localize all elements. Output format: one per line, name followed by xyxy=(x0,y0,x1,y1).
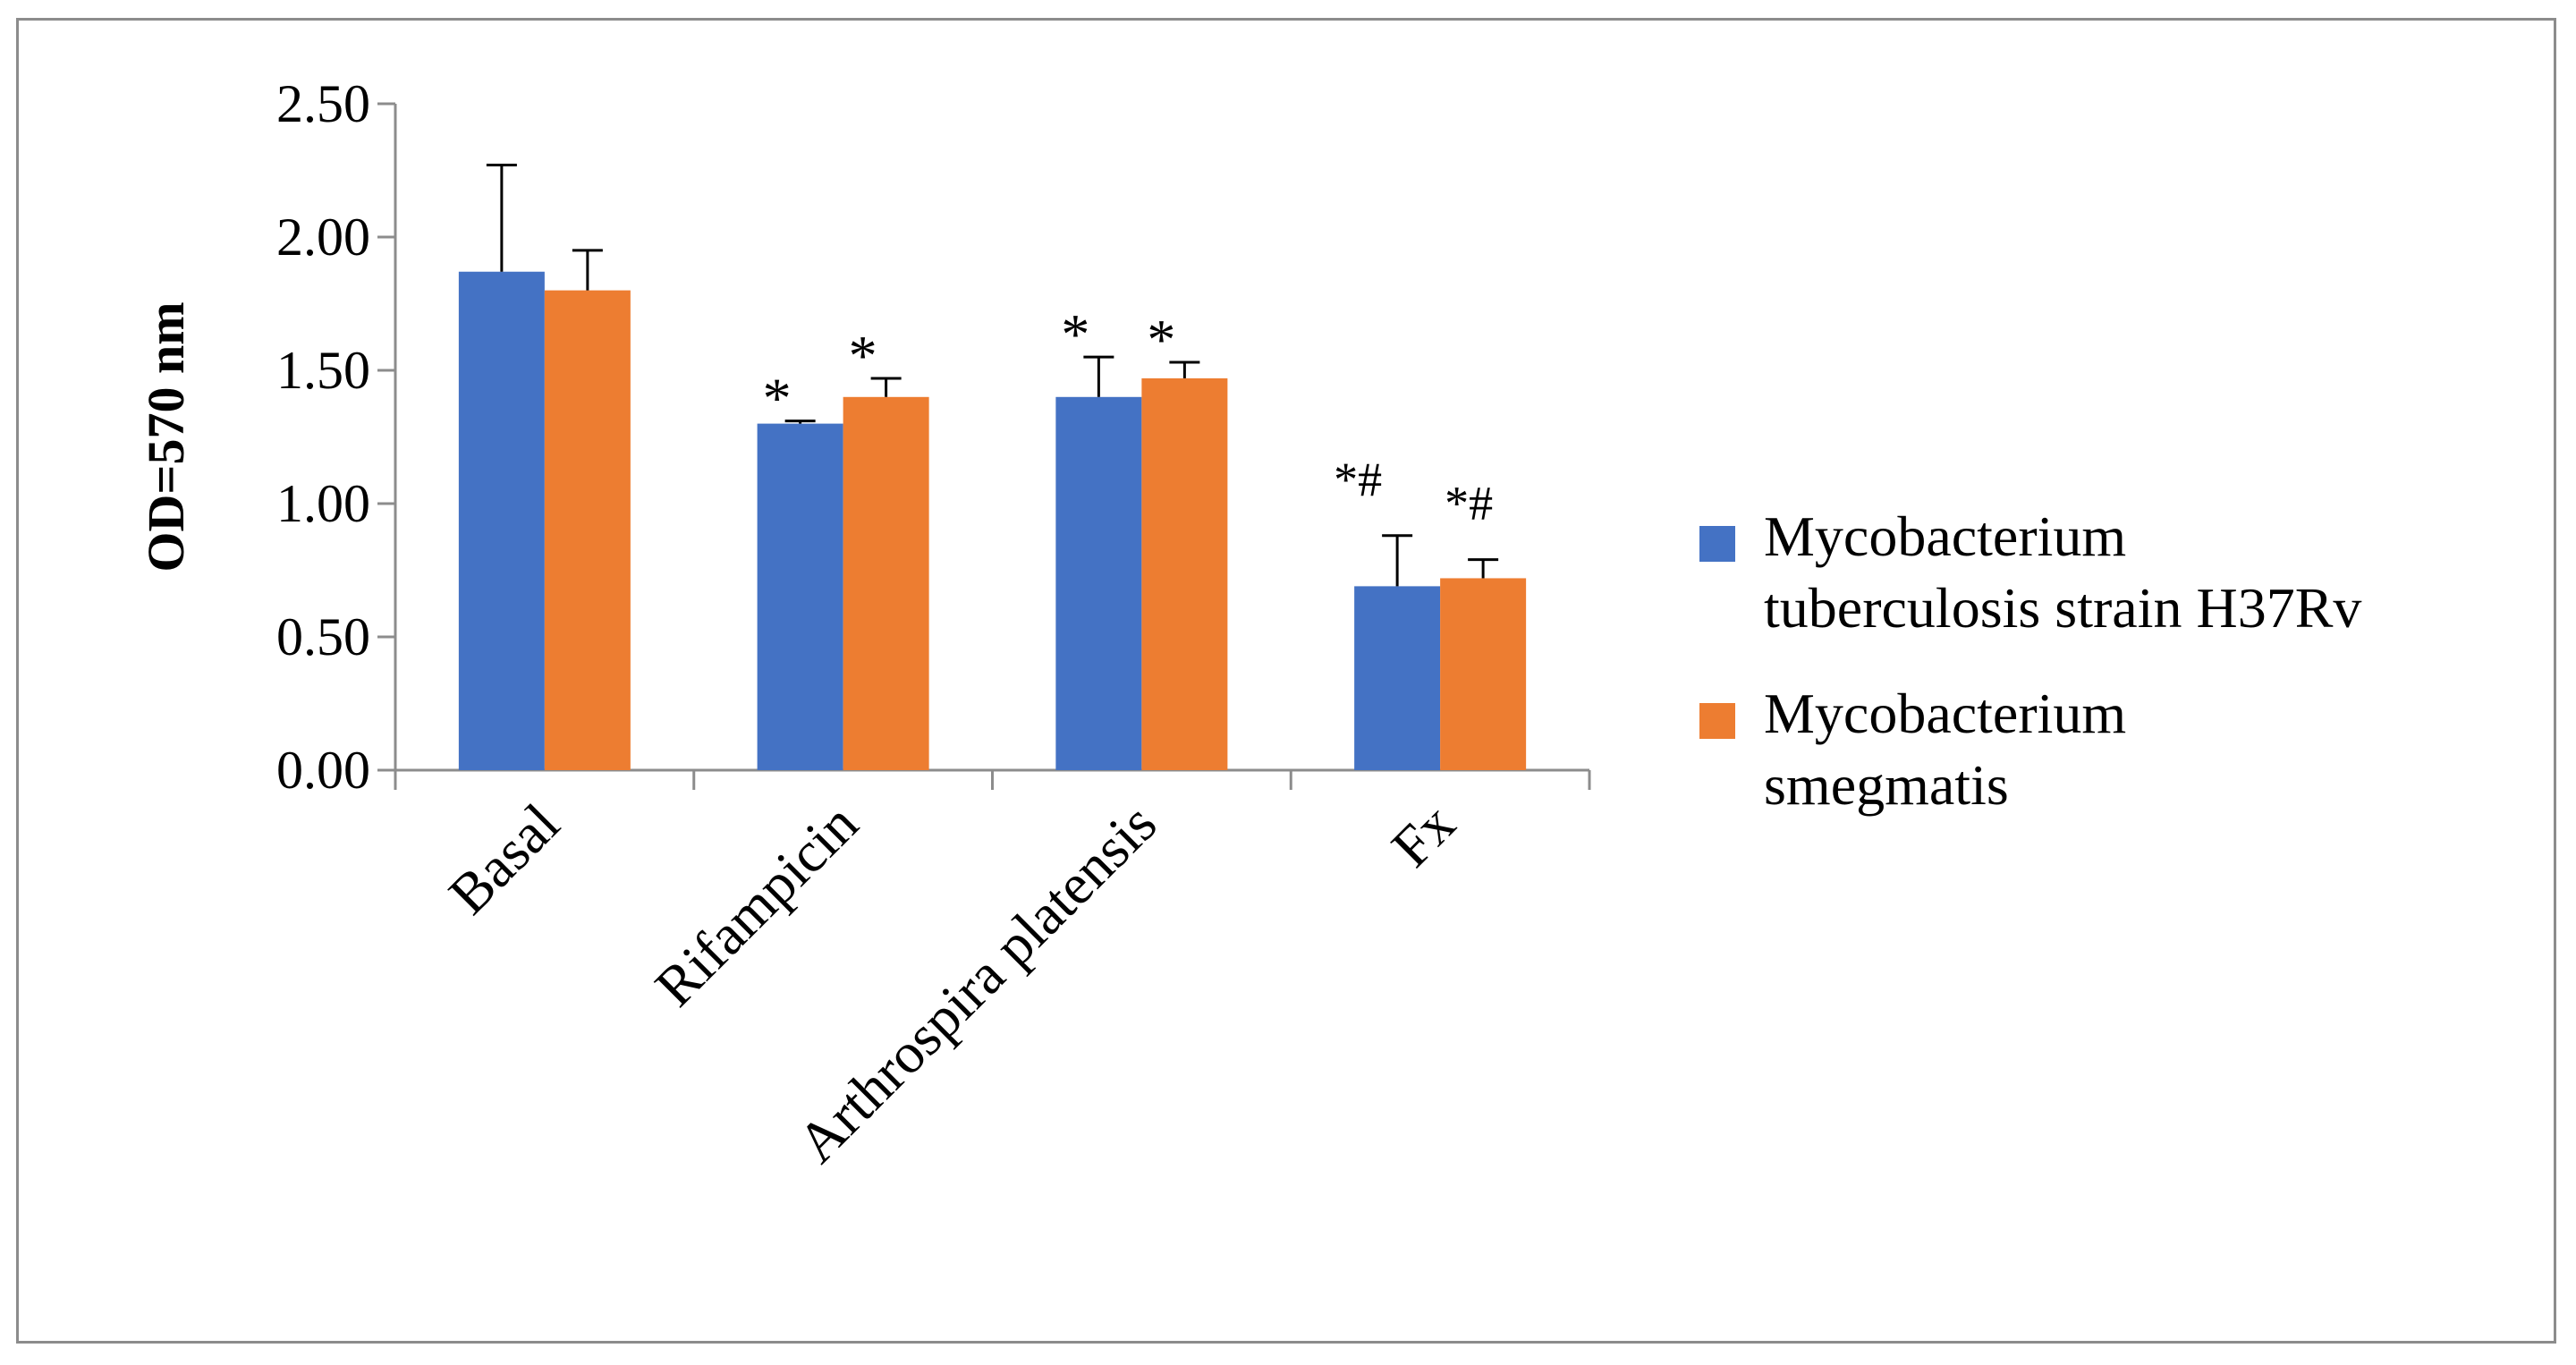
legend-item-h37rv: Mycobacterium tuberculosis strain H37Rv xyxy=(1699,501,2504,644)
x-category-label: Rifampicin xyxy=(643,792,870,1019)
legend-label-h37rv-line1: Mycobacterium xyxy=(1764,504,2127,568)
bar-h37rv-2 xyxy=(1055,396,1142,770)
bar-smegmatis-1 xyxy=(843,396,929,770)
bar-h37rv-1 xyxy=(757,423,843,770)
x-category-label: Fx xyxy=(1379,792,1467,879)
y-axis-title: OD=570 nm xyxy=(137,301,195,572)
legend-label-h37rv-line2: tuberculosis strain H37Rv xyxy=(1764,576,2362,640)
legend: Mycobacterium tuberculosis strain H37Rv … xyxy=(1699,501,2504,855)
legend-label-smegmatis-line1: Mycobacterium xyxy=(1764,682,2127,745)
y-tick-label: 0.50 xyxy=(276,607,370,666)
bar-smegmatis-2 xyxy=(1141,377,1228,770)
y-tick-label: 2.50 xyxy=(276,74,370,133)
significance-annotation: * xyxy=(1147,308,1175,371)
bar-smegmatis-0 xyxy=(544,290,631,771)
bar-h37rv-0 xyxy=(458,271,545,770)
bar-h37rv-3 xyxy=(1354,586,1441,770)
y-tick-label: 2.00 xyxy=(276,208,370,267)
y-tick-label: 1.00 xyxy=(276,474,370,533)
bar-smegmatis-3 xyxy=(1440,578,1527,770)
significance-annotation: *# xyxy=(1445,477,1493,530)
significance-annotation: * xyxy=(1061,302,1089,366)
x-category-label: Basal xyxy=(436,792,572,927)
legend-swatch-h37rv xyxy=(1699,526,1735,562)
legend-swatch-smegmatis xyxy=(1699,703,1735,739)
legend-item-smegmatis: Mycobacterium smegmatis xyxy=(1699,678,2504,821)
significance-annotation: *# xyxy=(1334,453,1382,506)
y-tick-label: 1.50 xyxy=(276,341,370,400)
significance-annotation: * xyxy=(849,324,877,387)
y-tick-label: 0.00 xyxy=(276,741,370,800)
chart-frame xyxy=(16,18,2556,1344)
legend-label-smegmatis-line2: smegmatis xyxy=(1764,753,2009,817)
significance-annotation: * xyxy=(763,367,792,430)
